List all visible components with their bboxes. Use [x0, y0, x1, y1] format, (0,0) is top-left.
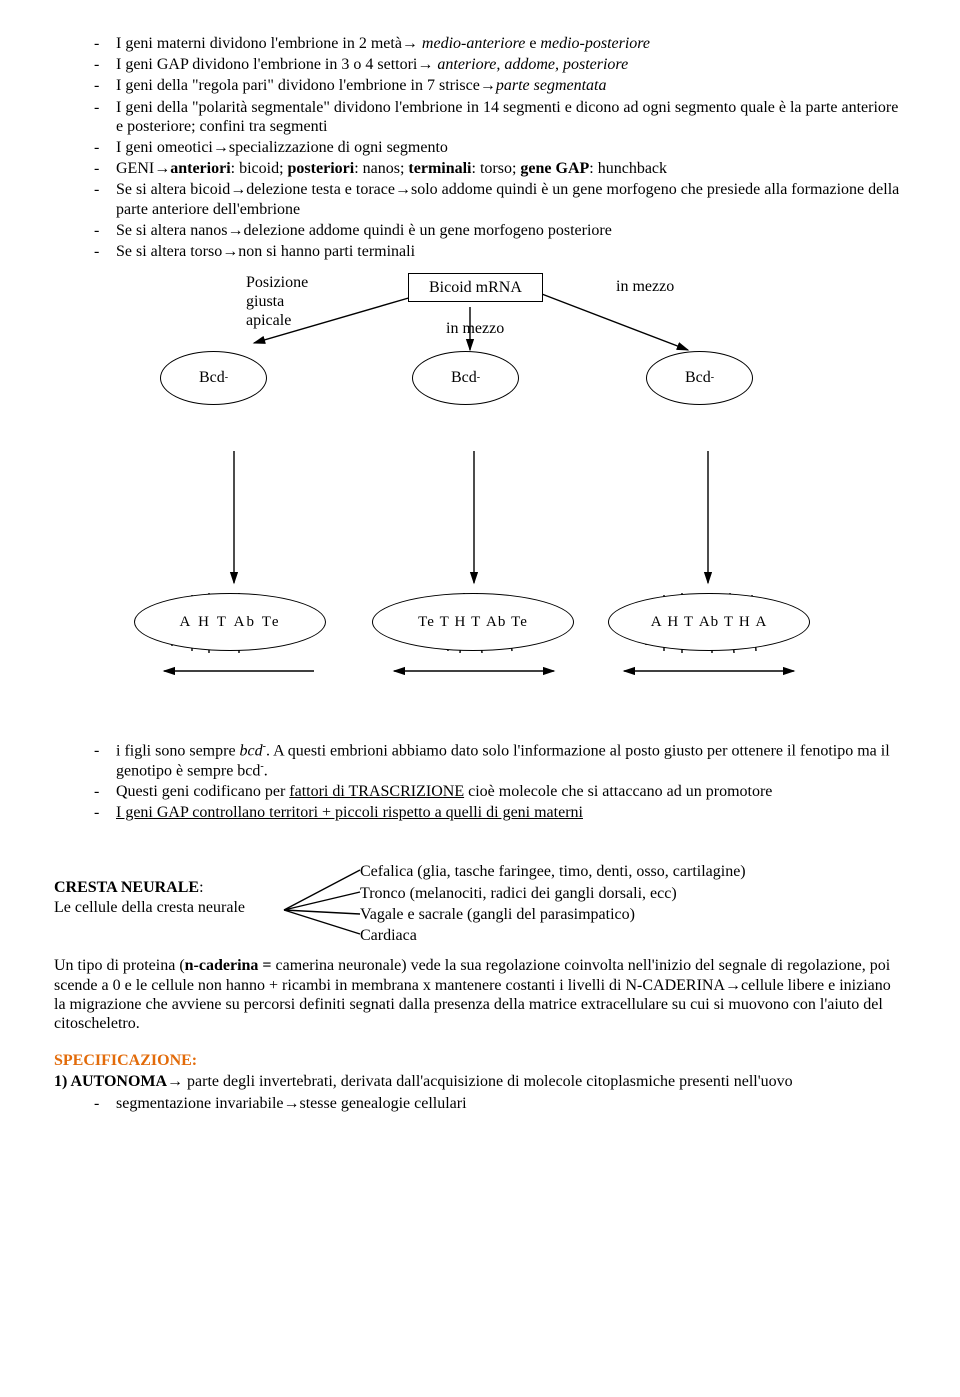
text: Bcd [685, 368, 711, 387]
label-mid: in mezzo [446, 319, 504, 338]
text: - [477, 372, 480, 384]
bullet-list-mid: i figli sono sempre bcd-. A questi embri… [54, 741, 906, 822]
text: Bcd [451, 368, 477, 387]
cresta-line: Cardiaca [360, 926, 920, 945]
bicoid-box: Bicoid mRNA [408, 273, 543, 302]
bullet-list-top: I geni materni dividono l'embrione in 2 … [54, 34, 906, 261]
list-item: segmentazione invariabile→stesse genealo… [94, 1094, 906, 1113]
text: medio-anteriore [418, 35, 525, 52]
text: I geni della "polarità segmentale" divid… [116, 99, 898, 135]
text: anteriore, addome, posteriore [433, 56, 628, 73]
paragraph-caderina: Un tipo di proteina (n-caderina = cameri… [54, 956, 906, 1033]
cresta-line: Vagale e sacrale (gangli del parasimpati… [360, 905, 920, 924]
list-item: I geni della "polarità segmentale" divid… [94, 98, 906, 136]
text: I geni della "regola pari" dividono l'em… [116, 77, 480, 94]
text: e [525, 35, 540, 52]
list-item: I geni omeotici→specializzazione di ogni… [94, 138, 906, 157]
arrow-icon: → [402, 35, 418, 52]
label-left: Posizione giusta apicale [246, 273, 308, 331]
bcd-ellipse-3: Bcd- [646, 351, 753, 405]
spec-heading-line: SPECIFICAZIONE: [54, 1051, 906, 1070]
text: specializzazione di ogni segmento [229, 139, 448, 156]
cresta-line: Cefalica (glia, tasche faringee, timo, d… [360, 862, 920, 881]
cresta-title: CRESTA NEURALE [54, 879, 199, 896]
arrow-icon: → [480, 77, 496, 94]
cresta-left: CRESTA NEURALE: Le cellule della cresta … [54, 878, 314, 916]
text: medio-posteriore [540, 35, 650, 52]
list-item: Se si altera bicoid→delezione testa e to… [94, 180, 906, 218]
text: I geni materni dividono l'embrione in 2 … [116, 35, 402, 52]
embryo-ellipse-1: A H T Ab Te [134, 593, 326, 651]
embryo-labels: A H T Ab Te [180, 613, 281, 631]
list-item: I geni della "regola pari" dividono l'em… [94, 76, 906, 95]
bicoid-diagram: Bicoid mRNA Posizione giusta apicale in … [134, 273, 894, 733]
spec-line: 1) AUTONOMA→ parte degli invertebrati, d… [54, 1072, 906, 1091]
embryo-ellipse-3: A H T Ab T H A [608, 593, 810, 651]
list-item: I geni materni dividono l'embrione in 2 … [94, 34, 906, 53]
diagram-svg [134, 273, 894, 733]
text: parte segmentata [496, 77, 607, 94]
text: Bicoid mRNA [429, 279, 522, 296]
label-right: in mezzo [616, 277, 674, 296]
list-item: i figli sono sempre bcd-. A questi embri… [94, 741, 906, 780]
bcd-ellipse-2: Bcd- [412, 351, 519, 405]
cresta-line: Tronco (melanociti, radici dei gangli do… [360, 884, 920, 903]
embryo-labels: Te T H T Ab Te [418, 613, 528, 631]
spec-bullets: segmentazione invariabile→stesse genealo… [54, 1094, 906, 1113]
list-item: I geni GAP controllano territori + picco… [94, 803, 906, 822]
list-item: GENI→anteriori: bicoid; posteriori: nano… [94, 159, 906, 178]
cresta-sub: Le cellule della cresta neurale [54, 898, 314, 917]
list-item: Se si altera torso→non si hanno parti te… [94, 242, 906, 261]
text: I geni omeotici [116, 139, 213, 156]
text: I geni GAP dividono l'embrione in 3 o 4 … [116, 56, 417, 73]
text: - [225, 372, 228, 384]
list-item: Se si altera nanos→delezione addome quin… [94, 221, 906, 240]
spec-head: SPECIFICAZIONE: [54, 1052, 197, 1069]
list-item: Questi geni codificano per fattori di TR… [94, 782, 906, 801]
bcd-ellipse-1: Bcd- [160, 351, 267, 405]
list-item: I geni GAP dividono l'embrione in 3 o 4 … [94, 55, 906, 74]
text: Bcd [199, 368, 225, 387]
cresta-right: Cefalica (glia, tasche faringee, timo, d… [360, 862, 920, 947]
arrow-icon: → [213, 139, 229, 156]
embryo-ellipse-2: Te T H T Ab Te [372, 593, 574, 651]
cresta-section: CRESTA NEURALE: Le cellule della cresta … [54, 862, 906, 956]
embryo-labels: A H T Ab T H A [651, 613, 768, 631]
text: - [711, 372, 714, 384]
arrow-icon: → [417, 56, 433, 73]
